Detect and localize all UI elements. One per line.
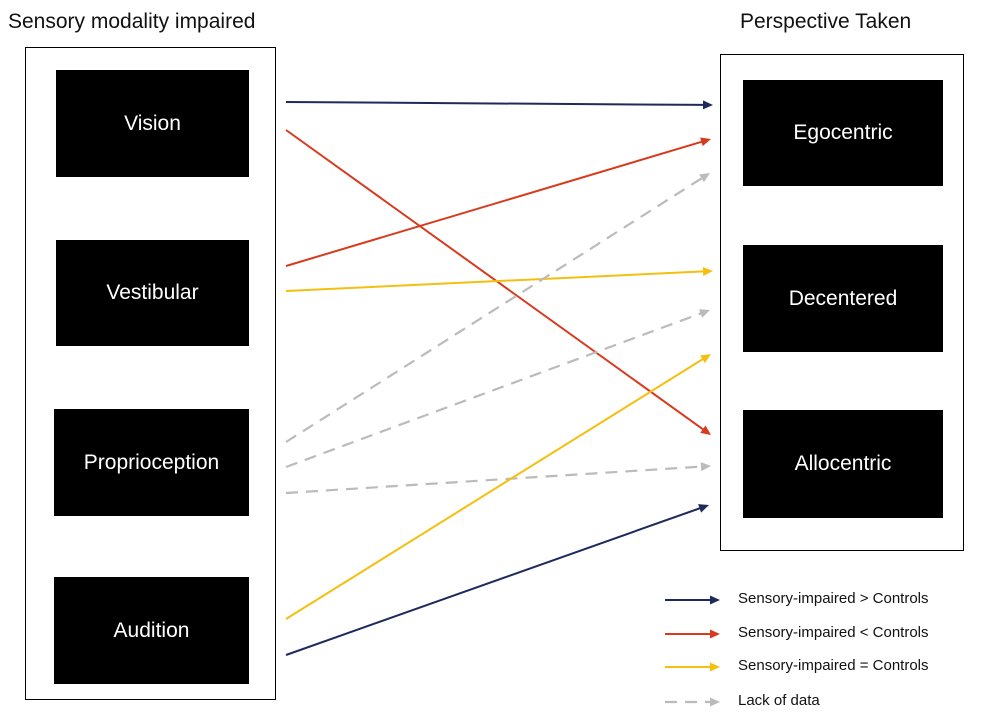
link-vision-to-egocentric-line: [285, 101, 705, 106]
legend-sample-equal-arrowhead: [710, 662, 720, 672]
link-vision-to-allocentric-arrowhead: [700, 425, 711, 435]
perspective-box-decentered: Decentered: [743, 245, 943, 352]
link-vestibular-to-egocentric-line: [285, 140, 703, 267]
modality-box-vision: Vision: [56, 70, 249, 177]
modality-box-vestibular: Vestibular: [56, 240, 249, 346]
legend-sample-less-arrowhead: [710, 629, 720, 639]
link-vestibular-to-decentered-line: [285, 270, 705, 292]
legend-label-less: Sensory-impaired < Controls: [738, 624, 929, 641]
link-proprioception-to-egocentric-arrowhead: [699, 173, 710, 183]
link-audition-to-decentered-arrowhead: [700, 354, 711, 364]
left-heading: Sensory modality impaired: [8, 10, 256, 33]
legend-sample-greater-arrowhead: [710, 595, 720, 605]
link-audition-to-allocentric-line: [285, 507, 701, 656]
modality-box-proprioception: Proprioception: [54, 409, 249, 516]
link-vestibular-to-decentered-arrowhead: [702, 266, 713, 276]
link-vestibular-to-egocentric-arrowhead: [700, 137, 711, 147]
link-proprioception-to-decentered-arrowhead: [699, 309, 710, 318]
legend-label-greater: Sensory-impaired > Controls: [738, 590, 929, 607]
link-proprioception-to-egocentric-line: [285, 176, 703, 443]
perspective-box-egocentric: Egocentric: [743, 80, 943, 186]
link-audition-to-decentered-line: [285, 357, 704, 620]
link-proprioception-to-allocentric-arrowhead: [700, 462, 711, 472]
right-heading: Perspective Taken: [740, 10, 912, 33]
link-proprioception-to-allocentric-line: [285, 465, 703, 495]
legend-label-no-data: Lack of data: [738, 692, 820, 709]
modality-box-audition: Audition: [54, 577, 249, 684]
link-proprioception-to-decentered-line: [285, 312, 702, 469]
perspective-box-allocentric: Allocentric: [743, 410, 943, 518]
legend-sample-no-data-arrowhead: [710, 697, 720, 707]
link-audition-to-allocentric-arrowhead: [698, 504, 709, 513]
legend-label-equal: Sensory-impaired = Controls: [738, 657, 929, 674]
link-vision-to-egocentric-arrowhead: [702, 100, 713, 110]
link-vision-to-allocentric-line: [285, 129, 705, 431]
